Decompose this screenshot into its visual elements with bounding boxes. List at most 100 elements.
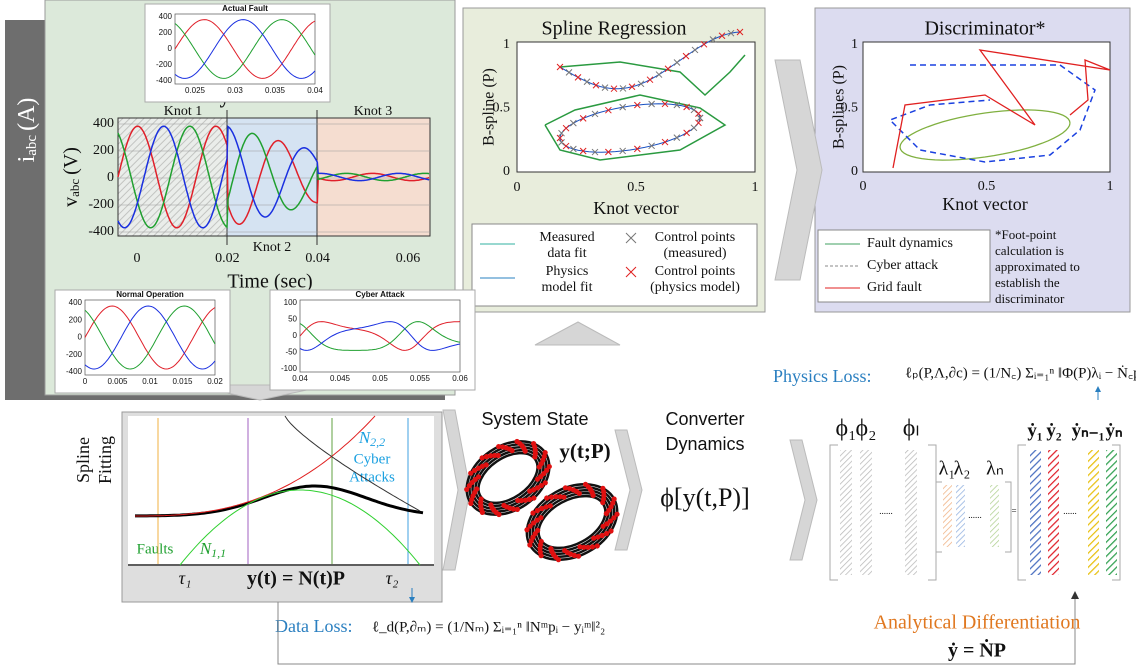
y-tick-label: -400 — [66, 367, 83, 376]
y-tick-label: -200 — [88, 197, 114, 212]
matrix-label: ẏ₂ — [1046, 420, 1062, 441]
state-point — [496, 453, 501, 458]
y-tick-label: 0 — [107, 170, 114, 185]
x-tick-label: 0.04 — [305, 251, 330, 266]
inset-axes — [300, 300, 460, 372]
x-axis-label: Time (sec) — [227, 271, 312, 293]
state-point — [595, 543, 600, 548]
y-tick-label: 200 — [93, 143, 114, 158]
legend-label: Control points — [655, 230, 736, 245]
state-point — [523, 449, 528, 454]
state-point — [590, 544, 595, 549]
y-tick-label: 400 — [93, 116, 114, 131]
y-tick-label: -100 — [281, 364, 298, 373]
knot-region — [317, 118, 430, 236]
inset-title: Actual Fault — [222, 4, 268, 13]
x-tick-label: 0 — [514, 180, 521, 195]
y-tick-label: 0.5 — [841, 101, 859, 116]
section-title: Converter — [665, 409, 744, 429]
legend-label: Measured — [539, 230, 594, 245]
state-point — [474, 486, 479, 491]
x-tick-label: 0.005 — [107, 377, 128, 386]
x-tick-label: 0.06 — [452, 374, 468, 383]
knot-symbol: τ₁ — [179, 568, 192, 588]
y-tick-label: 200 — [159, 28, 173, 37]
x-tick-label: 0.03 — [227, 86, 243, 95]
state-point — [501, 503, 506, 508]
footnote: calculation is — [995, 243, 1064, 258]
knot-label: Knot 1 — [164, 104, 203, 119]
legend-label: Physics — [546, 264, 589, 279]
legend-label: Cyber attack — [867, 258, 938, 273]
ellipsis: ...... — [968, 510, 982, 520]
state-point — [539, 539, 544, 544]
legend-label: Grid fault — [867, 280, 922, 295]
x-tick-label: 0 — [860, 179, 867, 194]
x-tick-label: 0.02 — [207, 377, 223, 386]
equation: ẏ = ṄP — [948, 638, 1006, 662]
state-point — [488, 502, 493, 507]
y-tick-label: -50 — [285, 348, 297, 357]
x-tick-label: 0.025 — [185, 86, 206, 95]
matrix-label: ẏₙ₋₁ — [1072, 420, 1105, 441]
x-tick-label: 0.01 — [142, 377, 158, 386]
matrix-label: ẏ₁ — [1027, 420, 1042, 441]
matrix-label: ẏₙ — [1105, 420, 1122, 441]
state-point — [535, 528, 540, 533]
x-tick-label: 0.02 — [215, 251, 240, 266]
state-point — [530, 510, 535, 515]
x-tick-label: 0.06 — [396, 251, 421, 266]
x-tick-label: 0.5 — [978, 179, 996, 194]
state-point — [577, 491, 582, 496]
state-point — [535, 477, 540, 482]
x-tick-label: 0.05 — [372, 374, 388, 383]
x-axis-label: Knot vector — [942, 194, 1027, 214]
ellipsis: ...... — [879, 506, 893, 516]
panel-title: Spline Regression — [542, 18, 687, 40]
diagram: iabc(A) ym Knot 1 Knot 2 Knot 3 vabc(V) … — [0, 0, 1136, 670]
state-point — [600, 524, 605, 529]
state-point — [548, 503, 553, 508]
x-tick-label: 0.04 — [292, 374, 308, 383]
x-tick-label: 1 — [752, 180, 759, 195]
state-point — [604, 511, 609, 516]
x-tick-label: 0 — [83, 377, 88, 386]
state-point — [561, 495, 566, 500]
knot-label: Knot 2 — [253, 240, 292, 255]
state-point — [608, 528, 613, 533]
x-tick-label: 0.055 — [410, 374, 431, 383]
equation: ϕ[y(t,P)] — [660, 483, 750, 512]
state-point — [476, 474, 481, 479]
loss-formula: ℓ_d(P,∂ₘ) = (1/Nₘ) Σᵢ₌₁ⁿ ‖Nᵐpᵢ − yᵢᵐ‖²₂ — [372, 619, 605, 635]
knot-symbol: τ₂ — [386, 568, 399, 588]
state-point — [515, 498, 520, 503]
state-point — [562, 548, 567, 553]
annotation: Faults — [137, 541, 174, 557]
y-tick-label: 1 — [503, 37, 510, 52]
x-tick-label: 0 — [134, 251, 141, 266]
y-tick-label: 0 — [293, 331, 298, 340]
panel-title: Discriminator* — [924, 18, 1045, 40]
annotation: Cyber — [354, 451, 391, 467]
footnote: approximated to — [995, 259, 1080, 274]
section-title: System State — [481, 409, 588, 429]
plot-area — [128, 416, 434, 564]
state-point — [527, 489, 532, 494]
y-tick-label: 400 — [159, 12, 173, 21]
state-point — [532, 454, 537, 459]
y-tick-label: -200 — [156, 60, 173, 69]
equation: y(t;P) — [559, 439, 610, 463]
y-tick-label: 50 — [288, 315, 297, 324]
y-tick-label: 200 — [69, 315, 83, 324]
x-tick-label: 1 — [1107, 179, 1114, 194]
state-point — [577, 544, 582, 549]
section-title: Dynamics — [665, 434, 744, 454]
y-tick-label: 100 — [284, 298, 298, 307]
x-tick-label: 0.5 — [627, 180, 645, 195]
state-point — [484, 462, 489, 467]
matrix-label: ϕ₂ — [856, 416, 877, 442]
equals: = — [1011, 506, 1016, 516]
section-label: Spline — [73, 437, 93, 483]
y-tick-label: 0 — [78, 333, 83, 342]
legend-label: Fault dynamics — [867, 236, 953, 251]
